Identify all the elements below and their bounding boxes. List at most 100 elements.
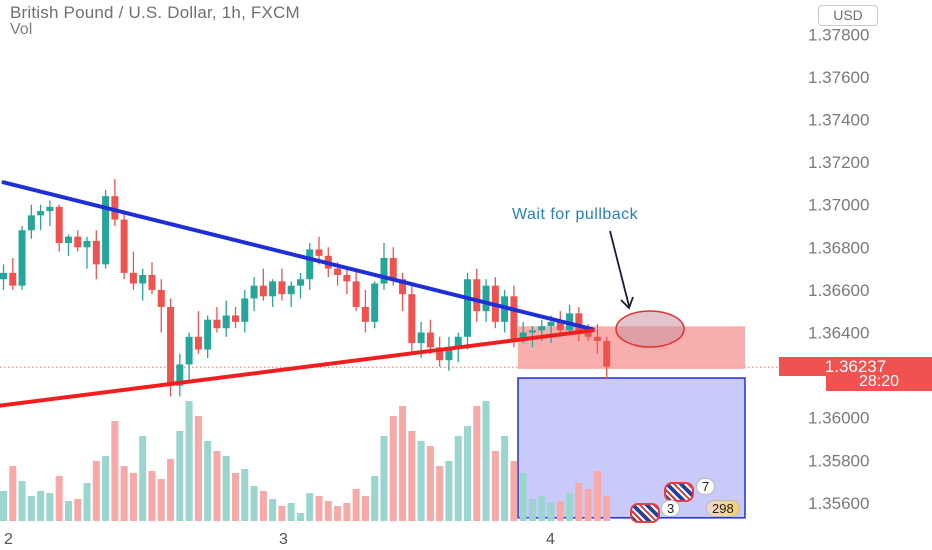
- candle-body: [46, 206, 54, 212]
- candle-body: [157, 289, 165, 307]
- candle-body: [389, 257, 397, 280]
- event-count-badge[interactable]: 7: [696, 478, 716, 495]
- candle-body: [399, 279, 407, 295]
- last-price-tag: 1.36237: [779, 357, 932, 376]
- price-tick-label: 1.35800: [808, 451, 869, 470]
- candle-body: [37, 211, 45, 216]
- candle-body: [426, 332, 434, 348]
- volume-bar: [111, 421, 119, 521]
- candle-body: [64, 236, 72, 244]
- volume-bar: [371, 476, 379, 521]
- candle-body: [167, 306, 175, 386]
- price-tick-label: 1.37600: [808, 68, 869, 87]
- volume-bar: [528, 499, 536, 521]
- volume-bar: [454, 436, 462, 521]
- volume-bar: [408, 431, 416, 521]
- price-tick-label: 1.37800: [808, 25, 869, 44]
- symbol-title: British Pound / U.S. Dollar, 1h, FXCM: [10, 3, 300, 22]
- candle-body: [83, 240, 91, 248]
- candle-body: [436, 347, 444, 361]
- volume-bar: [185, 401, 193, 521]
- volume-bar: [501, 436, 509, 521]
- candle-body: [473, 279, 481, 312]
- volume-bar: [547, 503, 555, 521]
- candle-body: [538, 326, 546, 331]
- volume-bar: [417, 441, 425, 521]
- candle-body: [315, 249, 323, 256]
- volume-bar: [129, 473, 137, 521]
- candle-body: [204, 319, 212, 350]
- volume-bar: [464, 426, 471, 521]
- volume-bar: [399, 406, 407, 521]
- price-tick-label: 1.36000: [808, 409, 869, 428]
- candle-body: [603, 341, 611, 367]
- candle-body: [148, 274, 156, 290]
- event-count-badge[interactable]: 298: [706, 500, 740, 517]
- candle-body: [445, 347, 453, 361]
- candle-body: [575, 313, 583, 333]
- volume-bar: [296, 513, 304, 521]
- candle-body: [371, 283, 379, 322]
- candle-body: [343, 274, 351, 282]
- volume-bar: [334, 506, 342, 521]
- volume-bar: [278, 506, 286, 521]
- bar-countdown-tag: 28:20: [826, 373, 932, 391]
- candle-body: [510, 296, 518, 339]
- candle-body: [27, 215, 35, 231]
- volume-bar: [584, 489, 592, 521]
- volume-bar: [259, 491, 267, 521]
- price-tick-label: 1.35600: [808, 494, 869, 513]
- volume-bar: [269, 499, 277, 521]
- volume-bar: [139, 436, 147, 521]
- candle-body: [213, 319, 221, 329]
- candle-body: [380, 257, 388, 284]
- volume-bar: [167, 459, 175, 521]
- annotation-arrow: [609, 230, 630, 307]
- candle-body: [259, 285, 267, 297]
- currency-button[interactable]: USD: [818, 5, 878, 26]
- candle-body: [352, 281, 360, 307]
- volume-bar: [315, 496, 323, 521]
- candle-body: [102, 196, 110, 265]
- uk-flag-icon[interactable]: [664, 482, 694, 502]
- candle-body: [278, 281, 286, 295]
- trendlines[interactable]: [0, 180, 685, 408]
- volume-bar: [55, 476, 63, 521]
- volume-bar: [287, 503, 295, 521]
- price-tick-label: 1.37000: [808, 196, 869, 215]
- volume-bar: [194, 416, 202, 521]
- volume-bar: [389, 416, 397, 521]
- volume-bar: [491, 451, 499, 521]
- time-axis[interactable]: 2 3 4: [4, 531, 555, 548]
- volume-bar: [157, 479, 165, 521]
- volume-label: Vol: [10, 21, 33, 38]
- pullback-highlight-ellipse: [615, 310, 685, 348]
- support-trendline: [0, 328, 595, 408]
- volume-bar: [603, 496, 611, 521]
- price-tick-label: 1.36600: [808, 281, 869, 300]
- price-axis[interactable]: 1.37800 1.37600 1.37400 1.37200 1.37000 1.368…: [808, 25, 869, 513]
- volume-bar: [37, 491, 45, 521]
- volume-bar: [92, 461, 100, 521]
- candle-body: [139, 274, 147, 284]
- volume-bar: [482, 401, 490, 521]
- volume-bar: [343, 503, 351, 521]
- candle-body: [482, 285, 490, 312]
- time-tick-label: 3: [279, 531, 288, 548]
- candle-body: [547, 321, 555, 327]
- volume-bar: [46, 493, 54, 521]
- annotation-text[interactable]: Wait for pullback: [512, 206, 639, 223]
- candle-body: [232, 315, 239, 322]
- volume-bar: [241, 469, 249, 521]
- volume-bar: [250, 486, 258, 521]
- volume-bar: [0, 491, 7, 521]
- volume-bar: [204, 441, 212, 521]
- volume-bar: [510, 461, 518, 521]
- take-profit-zone: [517, 377, 746, 519]
- event-count-badge[interactable]: 3: [661, 500, 681, 517]
- candle-body: [222, 315, 230, 329]
- candle-body: [250, 285, 258, 299]
- candle-body: [74, 236, 82, 248]
- uk-flag-icon[interactable]: [630, 503, 660, 523]
